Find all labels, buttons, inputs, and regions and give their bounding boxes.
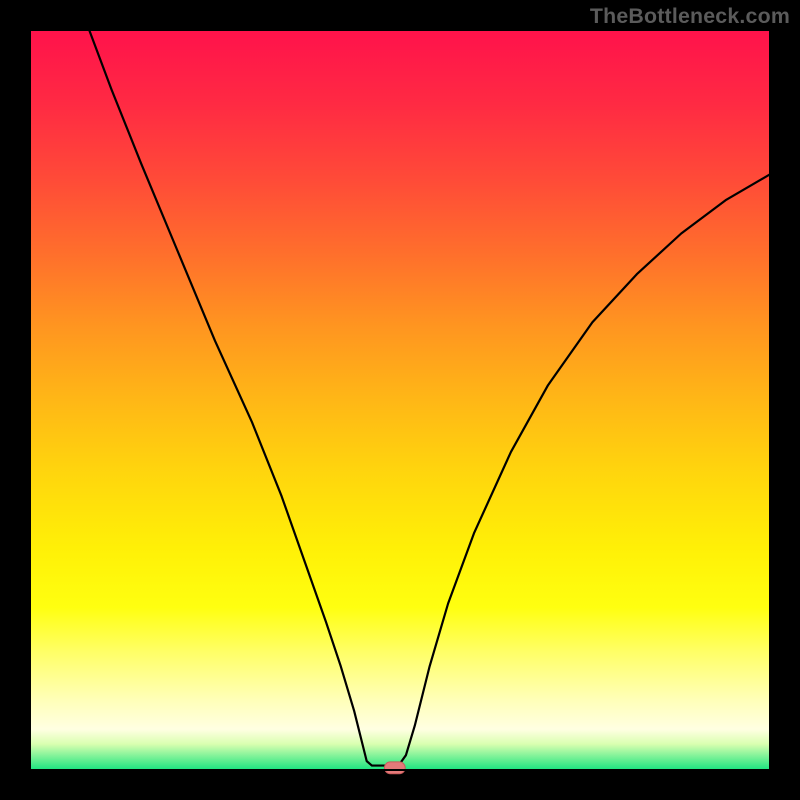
bottleneck-chart [0,0,800,800]
optimal-marker [384,762,405,774]
chart-container: { "watermark": { "text": "TheBottleneck.… [0,0,800,800]
watermark-text: TheBottleneck.com [590,4,790,29]
plot-background [30,30,770,770]
